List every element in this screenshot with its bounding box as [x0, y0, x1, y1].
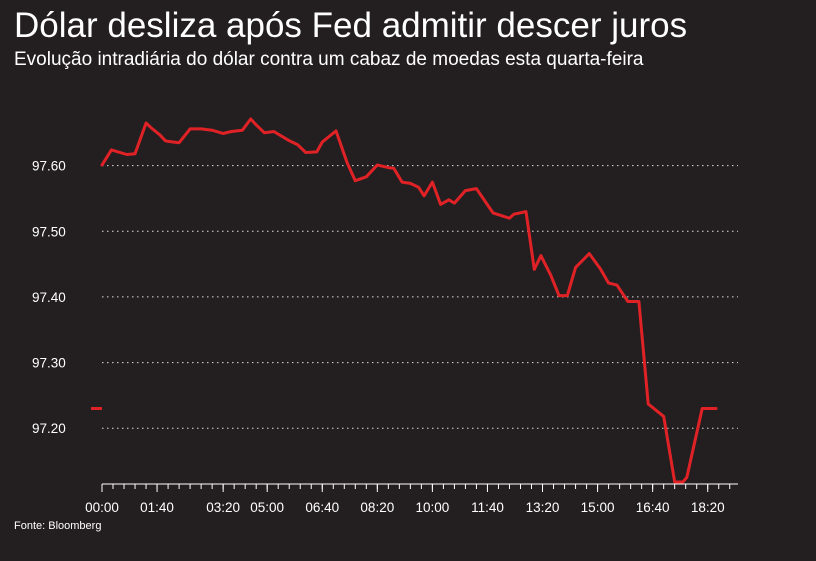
y-tick-label: 97.40: [32, 290, 66, 305]
x-axis: 00:00 01:40 03:20 05:00 06:40 08:20 10:00 11:40…: [85, 483, 738, 515]
x-tick-label: 15:00: [581, 500, 615, 515]
series-line: [100, 117, 718, 484]
x-tick-label: 01:40: [140, 500, 174, 515]
x-tick-label: 18:20: [691, 500, 725, 515]
y-axis-tick-labels: 97.20 97.30 97.40 97.50 97.60: [32, 159, 66, 437]
series-layer: [91, 117, 718, 484]
y-tick-label: 97.60: [32, 159, 66, 174]
x-tick-label: 06:40: [305, 500, 339, 515]
source-note: Fonte: Bloomberg: [14, 520, 102, 532]
chart-subtitle: Evolução intradiária do dólar contra um …: [14, 49, 644, 70]
x-tick-label: 03:20: [206, 500, 240, 515]
grid-lines: [102, 165, 738, 429]
x-tick-label: 10:00: [415, 500, 449, 515]
chart-title: Dólar desliza após Fed admitir descer ju…: [14, 6, 688, 45]
y-tick-label: 97.30: [32, 356, 66, 371]
x-tick-label: 08:20: [360, 500, 394, 515]
x-tick-label: 16:40: [636, 500, 670, 515]
x-tick-label: 05:00: [250, 500, 284, 515]
x-tick-label: 13:20: [526, 500, 560, 515]
x-tick-label: 11:40: [471, 500, 504, 515]
y-tick-label: 97.20: [32, 421, 66, 436]
x-tick-label: 00:00: [85, 500, 119, 515]
y-tick-label: 97.50: [32, 224, 66, 239]
